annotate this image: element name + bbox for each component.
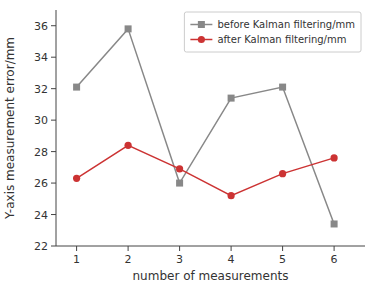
point: [228, 95, 235, 102]
y-tick: [51, 120, 56, 121]
series-line: [77, 145, 335, 195]
legend: before Kalman filtering/mm after Kalman f…: [184, 12, 361, 52]
y-tick: [51, 25, 56, 26]
chart: 1234562224262830323436number of measurem…: [0, 0, 377, 288]
point: [279, 84, 286, 91]
point: [125, 142, 132, 149]
x-tick-label: 2: [125, 253, 132, 266]
y-tick-label: 30: [34, 114, 48, 127]
x-tick-label: 6: [331, 253, 338, 266]
y-axis-line: [56, 10, 57, 246]
y-tick-label: 28: [34, 146, 48, 159]
x-tick-label: 1: [73, 253, 80, 266]
point: [228, 192, 235, 199]
x-tick: [128, 246, 129, 251]
y-tick: [51, 57, 56, 58]
x-tick: [76, 246, 77, 251]
y-tick-label: 24: [34, 209, 48, 222]
y-axis-label: Y-axis measurement error/mm: [3, 37, 17, 220]
x-tick-label: 3: [176, 253, 183, 266]
y-tick: [51, 183, 56, 184]
y-tick-label: 26: [34, 177, 48, 190]
point: [331, 220, 338, 227]
y-tick: [51, 246, 56, 247]
x-tick: [334, 246, 335, 251]
x-tick: [179, 246, 180, 251]
x-tick: [282, 246, 283, 251]
legend-label: before Kalman filtering/mm: [217, 19, 355, 30]
point: [176, 180, 183, 187]
x-tick-label: 5: [279, 253, 286, 266]
y-tick-label: 22: [34, 240, 48, 253]
plot-area: [73, 25, 338, 227]
y-tick: [51, 151, 56, 152]
point: [331, 154, 338, 161]
y-tick-label: 32: [34, 83, 48, 96]
x-tick: [231, 246, 232, 251]
point: [125, 25, 132, 32]
legend-label: after Kalman filtering/mm: [217, 34, 346, 45]
legend-box: [184, 12, 361, 52]
point: [176, 165, 183, 172]
y-tick-label: 34: [34, 51, 48, 64]
legend-marker: [198, 21, 205, 28]
point: [73, 84, 80, 91]
point: [279, 170, 286, 177]
y-tick: [51, 88, 56, 89]
legend-marker: [198, 36, 205, 43]
y-tick: [51, 214, 56, 215]
x-axis-line: [56, 246, 365, 247]
point: [73, 175, 80, 182]
x-tick-label: 4: [228, 253, 235, 266]
series-line: [77, 29, 335, 224]
x-axis-label: number of measurements: [133, 269, 289, 283]
y-tick-label: 36: [34, 20, 48, 33]
